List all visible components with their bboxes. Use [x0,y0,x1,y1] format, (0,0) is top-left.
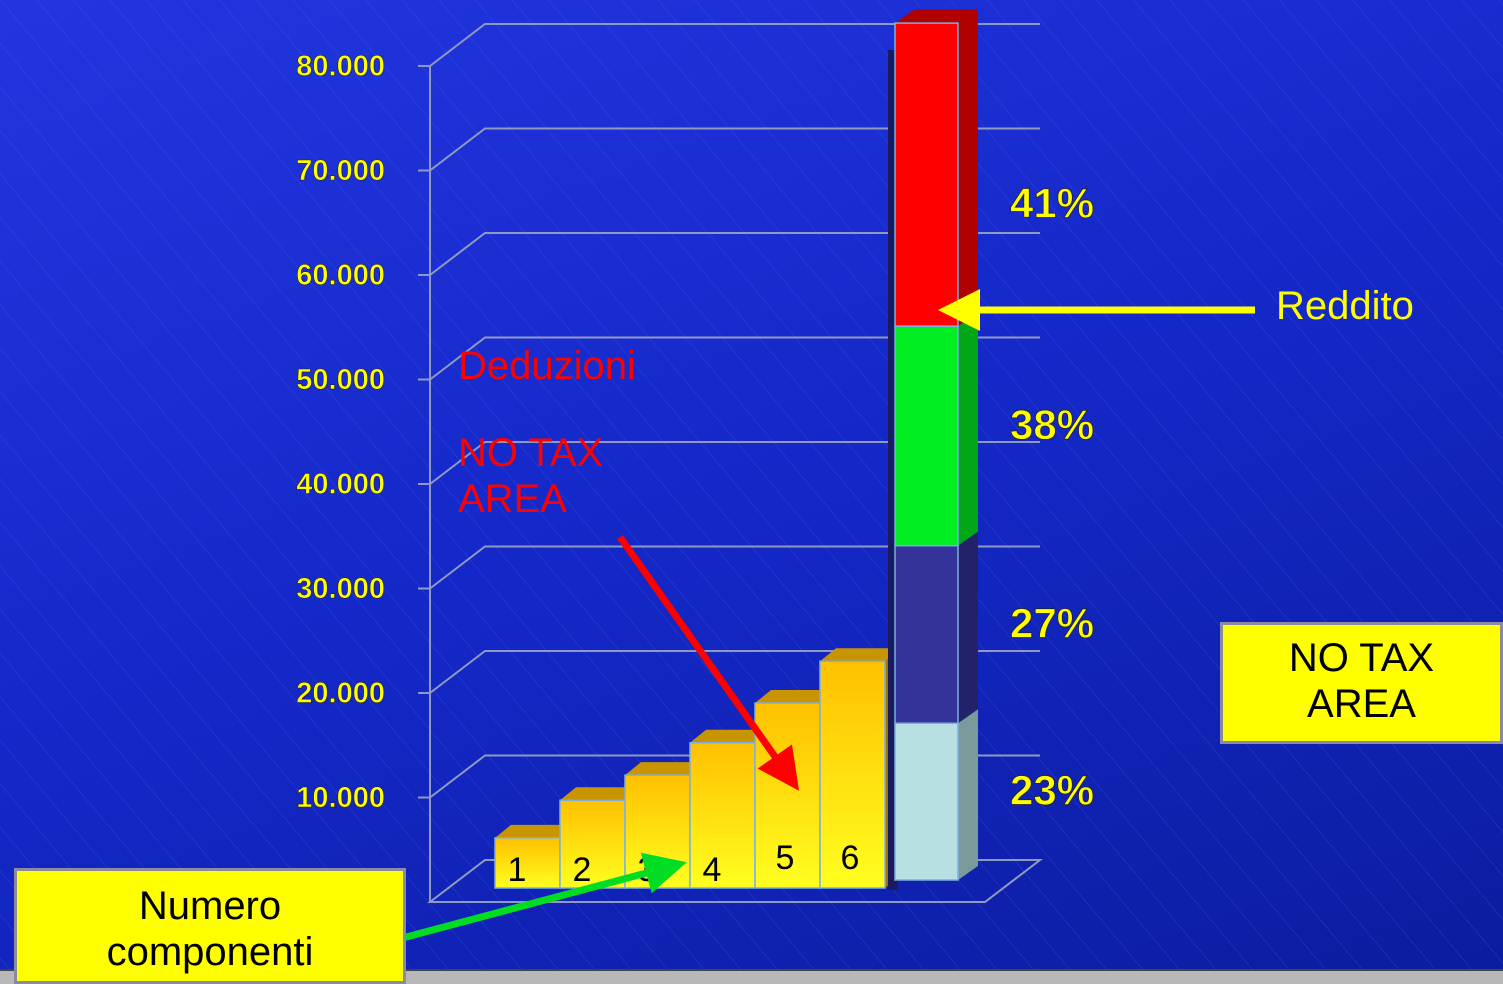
numero-componenti-box: Numero componenti [14,868,406,984]
y-tick-label: 20.000 [296,678,385,710]
no-tax-area-box: NO TAX AREA [1220,622,1503,744]
bar [819,660,886,889]
bar-category-label: 4 [703,851,722,889]
bar-category-label: 2 [573,851,592,889]
grid-line [429,441,1040,485]
bar [689,741,756,889]
grid: 10.000 20.000 30.000 40.000 50.000 60.000 70.0… [296,23,1040,814]
bar-top [560,787,641,801]
y-tick-label: 10.000 [296,782,385,814]
floor [427,859,1043,903]
grid-line [429,336,1040,381]
tax-rate-label: 38% [1010,401,1094,448]
bar [494,837,561,889]
y-tick-label: 50.000 [296,364,385,396]
grid-line [429,23,1040,67]
tax-bar-backing [888,50,898,890]
tax-segment-top [895,9,978,24]
y-tick-label: 30.000 [296,573,385,605]
bar-top [755,690,836,704]
tax-segment [894,544,959,724]
deduzioni-label: Deduzioni [458,344,636,388]
grid-line [429,127,1040,172]
tax-segment [894,722,959,881]
marks: 12345623%27%38%41% [494,9,1094,890]
y-tick-label: 80.000 [296,51,385,83]
bar-top [820,648,901,662]
tax-segment [894,22,959,327]
tax-segment-side [958,9,978,327]
y-tick-label: 40.000 [296,469,385,501]
bar [559,799,626,889]
no-tax-area-label: NO TAX AREA [458,431,604,521]
bar [754,702,821,889]
grid-line [429,232,1040,276]
tax-segment-side [958,709,978,880]
bar-category-label: 5 [776,839,795,877]
tax-rate-label: 27% [1010,600,1094,647]
green-arrow [394,852,687,944]
grid-line [429,545,1040,590]
bar-top [690,729,771,743]
y-tick-label: 60.000 [296,260,385,292]
bar-top [495,824,576,838]
red-arrow [617,534,800,791]
bar-category-label: 1 [508,851,527,889]
bar-top [625,762,706,776]
tax-rate-label: 23% [1010,767,1094,814]
tax-segment [894,325,959,547]
y-tick-label: 70.000 [296,155,385,187]
reddito-label: Reddito [1276,284,1414,328]
tax-segment-side [958,531,978,724]
tax-rate-label: 41% [1010,180,1094,227]
tax-segment-side [958,312,978,546]
bar-category-label: 6 [841,839,860,877]
